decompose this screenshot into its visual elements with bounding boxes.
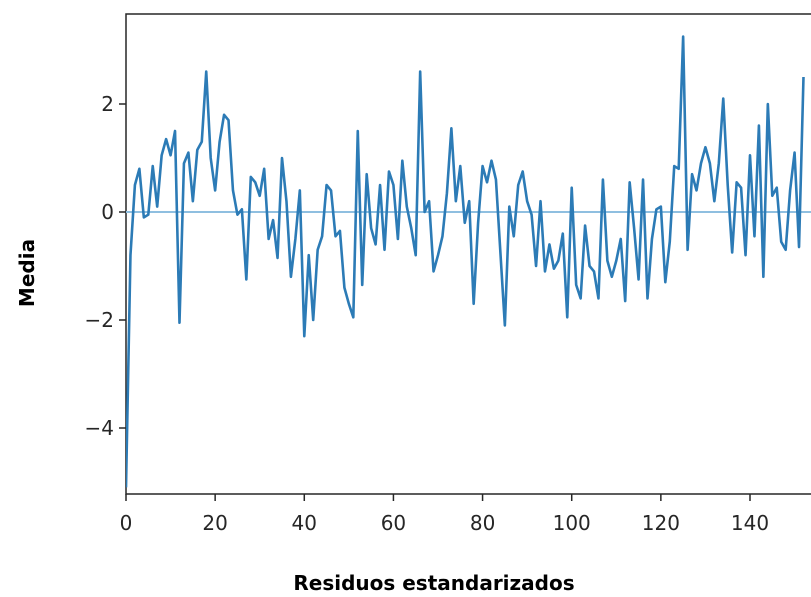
x-tick-label: 140	[731, 511, 769, 535]
y-axis: −4 −2 0 2	[85, 92, 126, 440]
x-tick-label: 80	[470, 511, 495, 535]
x-tick-label: 20	[202, 511, 227, 535]
y-tick-label: 0	[101, 200, 114, 224]
y-axis-title: Media	[15, 239, 39, 307]
plot-area	[125, 13, 811, 495]
x-axis-title: Residuos estandarizados	[293, 571, 574, 595]
series-line	[126, 35, 805, 488]
y-tick-label: 2	[101, 92, 114, 116]
x-tick-label: 40	[292, 511, 317, 535]
x-tick-label: 0	[120, 511, 133, 535]
y-tick-label: −2	[85, 308, 114, 332]
plot-frame	[125, 13, 811, 495]
x-tick-label: 120	[642, 511, 680, 535]
y-tick-label: −4	[85, 416, 114, 440]
x-tick-label: 60	[381, 511, 406, 535]
x-tick-label: 100	[553, 511, 591, 535]
x-axis: 0 20 40 60 80 100 120 140	[120, 494, 769, 535]
